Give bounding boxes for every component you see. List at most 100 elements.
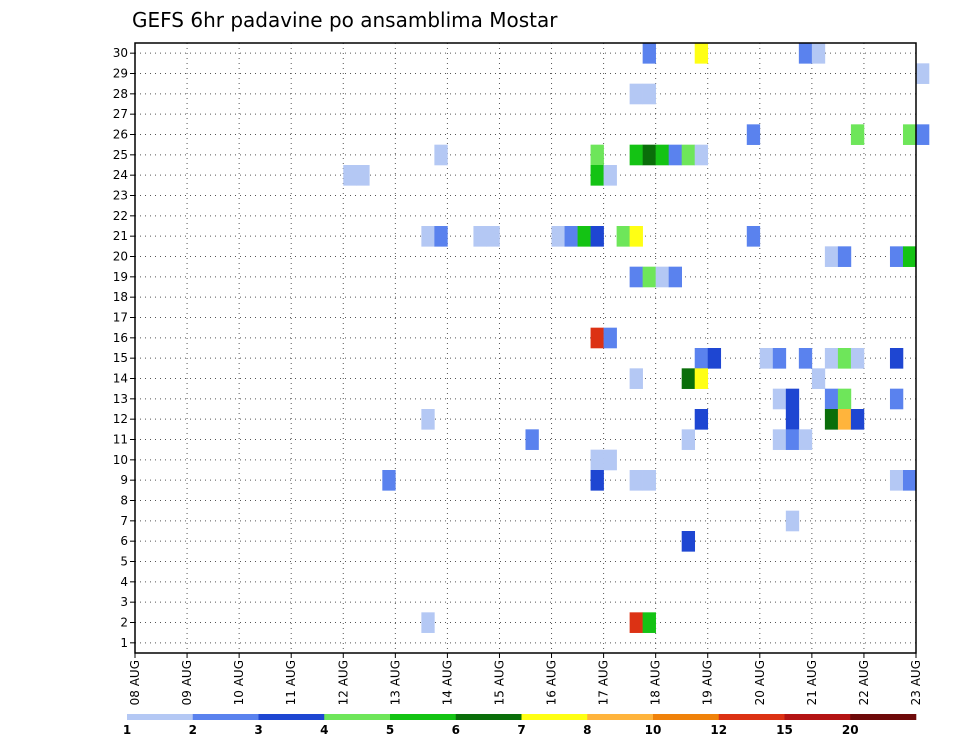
legend-swatch [324, 714, 391, 720]
y-tick-label: 12 [113, 412, 128, 426]
legend-label: 7 [517, 723, 525, 737]
precip-cell [837, 409, 852, 430]
precip-cell [850, 124, 865, 145]
precip-cell [551, 226, 565, 247]
precip-cell [668, 266, 682, 288]
precip-cell [564, 226, 578, 247]
y-tick-label: 13 [113, 392, 128, 406]
precip-cell [668, 144, 682, 166]
precip-cell [642, 83, 656, 105]
precip-cell [902, 470, 917, 491]
precip-cell [642, 470, 656, 491]
y-tick-label: 15 [113, 351, 128, 365]
precip-cell [850, 348, 865, 369]
y-axis: 1234567891011121314151617181920212223242… [113, 46, 135, 650]
legend-swatch [455, 714, 522, 720]
x-tick-label: 19 AUG [701, 660, 715, 705]
chart-title: GEFS 6hr padavine po ansamblima Mostar [132, 8, 558, 32]
precip-cell [824, 246, 839, 267]
precip-cell [811, 368, 826, 389]
y-tick-label: 29 [113, 67, 128, 81]
legend-label: 8 [583, 723, 591, 737]
legend-swatch [390, 714, 457, 720]
precip-cell [421, 612, 435, 633]
y-tick-label: 22 [113, 209, 128, 223]
y-tick-label: 7 [120, 514, 128, 528]
y-tick-label: 1 [120, 636, 128, 650]
y-tick-label: 14 [113, 372, 128, 386]
precip-cell [902, 124, 917, 145]
precip-cell [629, 612, 643, 633]
legend-label: 1 [123, 723, 131, 737]
legend-swatch [127, 714, 194, 720]
legend-swatch [192, 714, 259, 720]
legend-swatch [850, 714, 917, 720]
precip-cell [681, 144, 696, 166]
precip-cell [629, 266, 643, 288]
precip-cell [785, 409, 800, 430]
precip-cell [785, 510, 800, 532]
precip-cell [785, 429, 800, 450]
plot-frame [134, 42, 917, 654]
y-tick-label: 5 [120, 555, 128, 569]
precip-cell [694, 409, 709, 430]
y-tick-label: 18 [113, 290, 128, 304]
x-tick-label: 23 AUG [909, 660, 923, 705]
precip-cell [590, 470, 604, 491]
y-tick-label: 19 [113, 270, 128, 284]
precip-cell [642, 612, 656, 633]
legend-label: 6 [452, 723, 460, 737]
precip-cell [642, 43, 656, 64]
precip-cell [590, 165, 604, 186]
precip-cell [746, 226, 761, 247]
y-tick-label: 11 [113, 433, 128, 447]
x-tick-label: 08 AUG [128, 660, 142, 705]
precip-cell [616, 226, 630, 247]
legend-swatch [653, 714, 720, 720]
y-tick-label: 6 [120, 534, 128, 548]
y-tick-label: 20 [113, 250, 128, 264]
precip-cell [837, 246, 852, 267]
x-tick-label: 16 AUG [545, 660, 559, 705]
legend-label: 12 [710, 723, 727, 737]
y-tick-label: 8 [120, 494, 128, 508]
x-tick-label: 12 AUG [336, 660, 350, 705]
y-tick-label: 27 [113, 107, 128, 121]
y-tick-label: 17 [113, 311, 128, 325]
precip-cell [382, 470, 396, 491]
precip-cell [642, 144, 656, 166]
x-tick-label: 10 AUG [232, 660, 246, 705]
precip-cell [473, 226, 487, 247]
legend-label: 10 [645, 723, 662, 737]
precip-cell [590, 449, 604, 471]
precip-cell [655, 266, 669, 288]
precip-cell [837, 388, 852, 410]
precip-cell [629, 226, 643, 247]
x-tick-label: 22 AUG [857, 660, 871, 705]
precip-cell [434, 226, 448, 247]
precip-cell [824, 409, 839, 430]
y-tick-label: 26 [113, 128, 128, 142]
precip-cell [356, 165, 370, 186]
precip-cell [837, 348, 852, 369]
precip-cell [916, 63, 930, 84]
y-tick-label: 10 [113, 453, 128, 467]
precip-cell [772, 348, 787, 369]
precip-cell [824, 388, 839, 410]
y-tick-label: 25 [113, 148, 128, 162]
legend-label: 4 [320, 723, 328, 737]
legend-label: 20 [842, 723, 859, 737]
precip-cell [811, 43, 826, 64]
precip-cell [681, 368, 696, 389]
legend-swatch [258, 714, 325, 720]
precipitation-cells [343, 43, 930, 633]
precip-cell [590, 226, 604, 247]
x-tick-label: 17 AUG [597, 660, 611, 705]
precip-cell [889, 388, 904, 410]
y-tick-label: 3 [120, 595, 128, 609]
x-tick-label: 13 AUG [388, 660, 402, 705]
precip-cell [889, 470, 904, 491]
legend-swatch [718, 714, 785, 720]
precip-cell [889, 246, 904, 267]
legend-swatch [784, 714, 851, 720]
